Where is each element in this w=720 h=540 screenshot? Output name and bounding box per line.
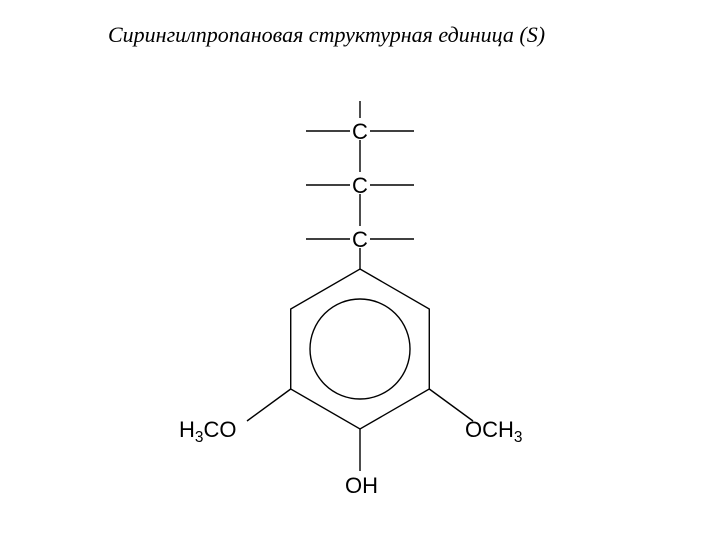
chain-c2: C [352, 173, 368, 198]
left-sub-label: H3CO [179, 417, 236, 446]
chain-c1: C [352, 119, 368, 144]
chemical-structure-diagram: C C C H3CO OCH3 OH [165, 95, 555, 515]
right-sub-label: OCH3 [465, 417, 522, 446]
propane-chain: C C C [306, 101, 414, 252]
bottom-sub-label: OH [345, 473, 378, 498]
benzene-inner-circle [310, 299, 410, 399]
benzene-hexagon [291, 269, 430, 429]
left-sub-bond [247, 389, 291, 421]
page-title: Сирингилпропановая структурная единица (… [108, 22, 545, 48]
